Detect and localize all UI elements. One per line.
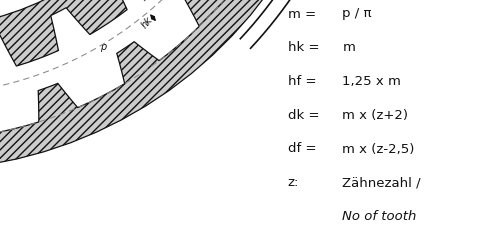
Text: m =: m = bbox=[288, 8, 316, 20]
Text: m x (z+2): m x (z+2) bbox=[342, 109, 408, 122]
Text: 1,25 x m: 1,25 x m bbox=[342, 75, 402, 88]
Polygon shape bbox=[0, 0, 268, 170]
Polygon shape bbox=[0, 0, 184, 80]
Text: dk =: dk = bbox=[288, 109, 319, 122]
Text: p / π: p / π bbox=[342, 8, 372, 20]
Text: p: p bbox=[100, 42, 106, 52]
Text: hk: hk bbox=[140, 15, 154, 30]
Text: hf =: hf = bbox=[288, 75, 316, 88]
Text: Zähnezahl /: Zähnezahl / bbox=[342, 176, 421, 189]
Text: z:: z: bbox=[288, 176, 299, 189]
Text: m x (z-2,5): m x (z-2,5) bbox=[342, 142, 415, 156]
Text: df =: df = bbox=[288, 142, 316, 156]
Text: No of tooth: No of tooth bbox=[342, 210, 417, 223]
Text: hk =: hk = bbox=[288, 41, 319, 54]
Text: m: m bbox=[342, 41, 355, 54]
